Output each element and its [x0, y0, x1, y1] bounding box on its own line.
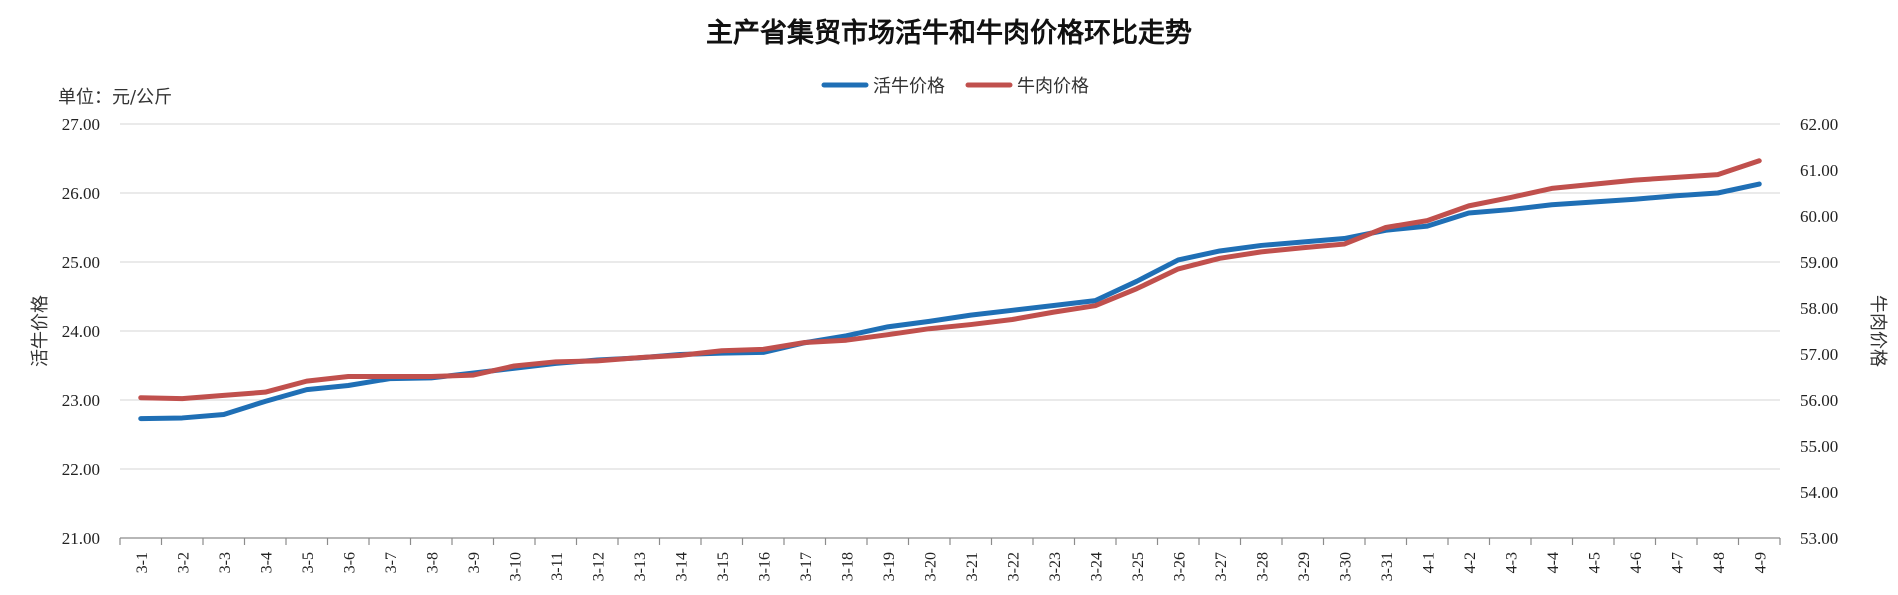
- right-axis-ticks: 53.00 54.00 55.00 56.00 57.00 58.00 59.00 60.00…: [1800, 115, 1838, 548]
- x-tick-label: 4-8: [1711, 552, 1728, 573]
- legend-item-beef: 牛肉价格: [965, 76, 1089, 97]
- x-tick-label: 3-19: [881, 552, 898, 581]
- x-tick-label: 3-31: [1379, 552, 1396, 581]
- x-tick-label: 3-10: [507, 552, 524, 581]
- x-tick-label: 4-4: [1545, 552, 1562, 573]
- x-tick-label: 3-6: [341, 552, 358, 573]
- x-tick-label: 3-9: [466, 552, 483, 573]
- x-tick-label: 3-7: [383, 552, 400, 573]
- right-tick-label: 54.00: [1800, 483, 1838, 502]
- x-tick-label: 3-24: [1088, 552, 1105, 581]
- x-tick-label: 3-30: [1337, 552, 1354, 581]
- right-tick-label: 62.00: [1800, 115, 1838, 134]
- series-line-beef: [138, 158, 1762, 402]
- x-tick-label: 3-25: [1130, 552, 1147, 581]
- left-tick-label: 27.00: [62, 115, 100, 134]
- unit-label: 单位：元/公斤: [58, 87, 172, 108]
- x-tick-label: 3-22: [1005, 552, 1022, 581]
- x-tick-label: 4-3: [1503, 552, 1520, 573]
- chart-title: 主产省集贸市场活牛和牛肉价格环比走势: [706, 17, 1192, 49]
- right-tick-label: 61.00: [1800, 161, 1838, 180]
- legend-label-beef: 牛肉价格: [1017, 76, 1089, 97]
- x-tick-label: 3-29: [1296, 552, 1313, 581]
- left-tick-label: 26.00: [62, 184, 100, 203]
- right-axis-title: 牛肉价格: [1867, 295, 1888, 367]
- right-tick-label: 57.00: [1800, 345, 1838, 364]
- x-axis: 3-1 3-2 3-3 3-4 3-5 3-6 3-7 3-8 3-9 3-10 3-11 3-12 3…: [119, 537, 1781, 581]
- right-tick-label: 56.00: [1800, 391, 1838, 410]
- left-tick-label: 25.00: [62, 253, 100, 272]
- legend: 活牛价格 牛肉价格: [821, 76, 1089, 97]
- x-tick-label: 3-5: [300, 552, 317, 573]
- left-tick-label: 23.00: [62, 391, 100, 410]
- left-tick-label: 22.00: [62, 460, 100, 479]
- x-tick-label: 3-13: [632, 552, 649, 581]
- x-tick-label: 4-5: [1586, 552, 1603, 573]
- x-tick-label: 3-3: [217, 552, 234, 573]
- x-tick-label: 3-28: [1254, 552, 1271, 581]
- x-tick-label: 3-27: [1213, 552, 1230, 581]
- left-tick-label: 21.00: [62, 529, 100, 548]
- x-tick-label: 3-26: [1171, 552, 1188, 581]
- x-tick-label: 3-8: [424, 552, 441, 573]
- legend-label-live-cattle: 活牛价格: [873, 76, 945, 97]
- x-tick-label: 4-9: [1752, 552, 1769, 573]
- x-tick-label: 4-1: [1420, 552, 1437, 573]
- x-tick-label: 3-2: [175, 552, 192, 573]
- left-axis-title: 活牛价格: [30, 295, 51, 367]
- right-tick-label: 53.00: [1800, 529, 1838, 548]
- x-tick-label: 3-11: [549, 552, 566, 581]
- x-tick-label: 4-6: [1628, 552, 1645, 573]
- right-tick-label: 59.00: [1800, 253, 1838, 272]
- x-tick-label: 3-4: [258, 552, 275, 573]
- series-line-live-cattle: [138, 181, 1762, 422]
- x-tick-label: 4-2: [1462, 552, 1479, 573]
- right-tick-label: 58.00: [1800, 299, 1838, 318]
- x-tick-label: 3-21: [964, 552, 981, 581]
- x-tick-label: 3-17: [798, 552, 815, 581]
- right-tick-label: 55.00: [1800, 437, 1838, 456]
- x-tick-label: 4-7: [1669, 552, 1686, 573]
- legend-item-live-cattle: 活牛价格: [821, 76, 945, 97]
- left-axis-ticks: 21.00 22.00 23.00 24.00 25.00 26.00 27.00: [62, 115, 100, 548]
- left-tick-label: 24.00: [62, 322, 100, 341]
- x-tick-label: 3-12: [590, 552, 607, 581]
- gridlines: [120, 123, 1780, 470]
- series-lines: [138, 158, 1762, 422]
- x-tick-label: 3-1: [134, 552, 151, 573]
- x-tick-label: 3-16: [756, 552, 773, 581]
- x-tick-label: 3-14: [673, 552, 690, 581]
- x-tick-label: 3-18: [839, 552, 856, 581]
- x-tick-label: 3-15: [715, 552, 732, 581]
- right-tick-label: 60.00: [1800, 207, 1838, 226]
- x-tick-label: 3-23: [1047, 552, 1064, 581]
- x-tick-label: 3-20: [922, 552, 939, 581]
